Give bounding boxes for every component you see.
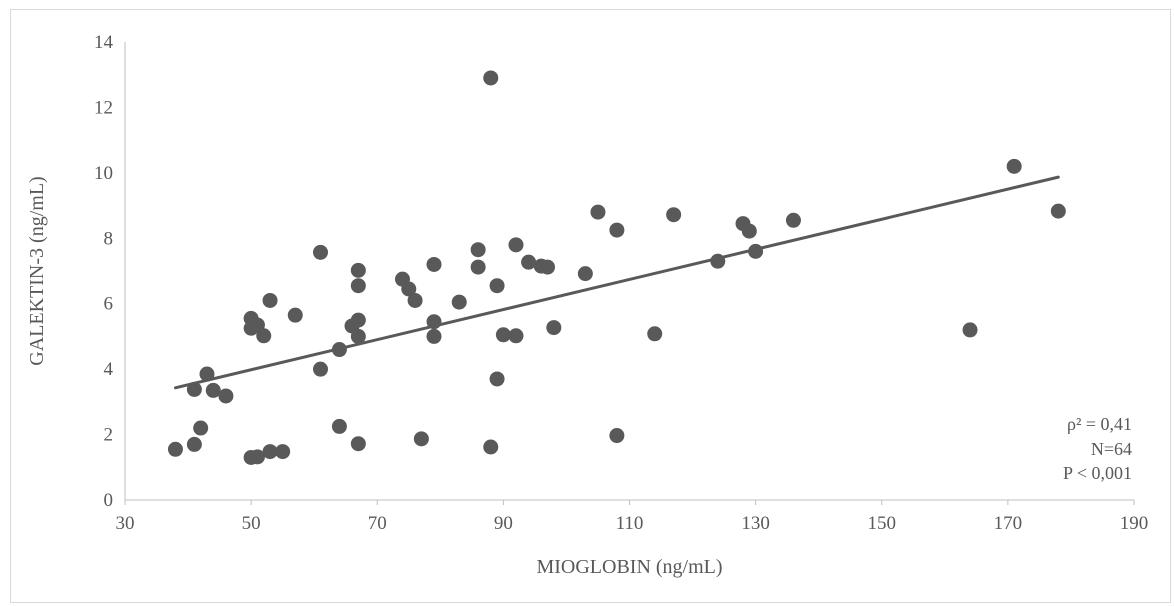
data-point bbox=[540, 259, 556, 275]
y-tick-label: 8 bbox=[104, 228, 114, 249]
data-point bbox=[483, 70, 499, 86]
data-point bbox=[350, 436, 366, 452]
y-tick-label: 12 bbox=[94, 97, 113, 118]
x-tick-label: 130 bbox=[741, 513, 770, 534]
x-tick-labels: 30 50 70 90 110 130 150 170 190 bbox=[116, 500, 1149, 534]
data-point bbox=[287, 307, 303, 323]
data-point bbox=[186, 436, 202, 452]
data-point bbox=[546, 320, 562, 336]
data-point bbox=[426, 328, 442, 344]
data-point bbox=[426, 256, 442, 272]
stats-annotation-line: P < 0,001 bbox=[1063, 463, 1132, 483]
data-point bbox=[609, 428, 625, 444]
trendline-group bbox=[173, 175, 1060, 390]
axes bbox=[124, 42, 1134, 501]
y-tick-label: 6 bbox=[104, 294, 114, 315]
y-tick-label: 10 bbox=[94, 163, 113, 184]
data-point bbox=[275, 444, 291, 460]
y-tick-label: 2 bbox=[104, 425, 114, 446]
data-point bbox=[407, 292, 423, 308]
data-point bbox=[167, 441, 183, 457]
data-point bbox=[962, 322, 978, 338]
data-point bbox=[521, 254, 537, 270]
data-point bbox=[647, 326, 663, 342]
x-tick-label: 170 bbox=[994, 513, 1023, 534]
data-point bbox=[489, 371, 505, 387]
data-point bbox=[199, 366, 215, 382]
data-point bbox=[249, 449, 265, 465]
x-tick-label: 50 bbox=[242, 513, 261, 534]
data-point bbox=[451, 294, 467, 310]
stats-annotation-line: N=64 bbox=[1091, 439, 1132, 459]
data-point bbox=[489, 278, 505, 294]
data-point bbox=[350, 312, 366, 328]
data-point bbox=[262, 292, 278, 308]
data-point bbox=[401, 281, 417, 297]
data-point bbox=[350, 328, 366, 344]
data-point bbox=[1006, 158, 1022, 174]
data-point bbox=[256, 328, 272, 344]
scatter-chart: 0 2 4 6 8 10 12 14 30 50 70 90 110 130 150 170 190 MIOG… bbox=[26, 32, 1149, 578]
chart-frame: 0 2 4 6 8 10 12 14 30 50 70 90 110 130 150 170 190 MIOG… bbox=[10, 9, 1171, 603]
data-point bbox=[1050, 203, 1066, 219]
data-point bbox=[413, 431, 429, 447]
data-point bbox=[785, 212, 801, 228]
stats-annotation: ρ² = 0,41 N=64 P < 0,001 bbox=[1063, 414, 1132, 483]
data-point bbox=[470, 242, 486, 258]
data-point bbox=[577, 266, 593, 282]
data-point bbox=[312, 361, 328, 377]
x-tick-label: 90 bbox=[494, 513, 513, 534]
data-point bbox=[609, 222, 625, 238]
data-point bbox=[495, 327, 511, 343]
y-tick-labels: 0 2 4 6 8 10 12 14 bbox=[94, 32, 114, 511]
stats-annotation-line: ρ² = 0,41 bbox=[1067, 414, 1132, 434]
data-point bbox=[218, 388, 234, 404]
data-point bbox=[483, 439, 499, 455]
x-tick-label: 70 bbox=[368, 513, 387, 534]
x-tick-label: 150 bbox=[868, 513, 897, 534]
data-point bbox=[350, 278, 366, 294]
trendline bbox=[173, 175, 1060, 390]
data-points bbox=[167, 70, 1066, 465]
y-axis-title: GALEKTIN-3 (ng/mL) bbox=[26, 176, 48, 365]
x-tick-label: 30 bbox=[116, 513, 135, 534]
data-point bbox=[193, 420, 209, 436]
data-point bbox=[741, 223, 757, 239]
data-point bbox=[205, 382, 221, 398]
data-point bbox=[508, 237, 524, 253]
data-point bbox=[470, 259, 486, 275]
y-tick-label: 14 bbox=[94, 32, 114, 53]
data-point bbox=[331, 418, 347, 434]
x-axis-title: MIOGLOBIN (ng/mL) bbox=[536, 556, 722, 578]
y-tick-label: 0 bbox=[104, 490, 114, 511]
y-tick-label: 4 bbox=[104, 359, 114, 380]
data-point bbox=[350, 262, 366, 278]
data-point bbox=[666, 207, 682, 223]
x-tick-label: 190 bbox=[1120, 513, 1149, 534]
x-tick-label: 110 bbox=[616, 513, 644, 534]
data-point bbox=[590, 204, 606, 220]
data-point bbox=[508, 328, 524, 344]
data-point bbox=[262, 444, 278, 460]
data-point bbox=[312, 244, 328, 260]
